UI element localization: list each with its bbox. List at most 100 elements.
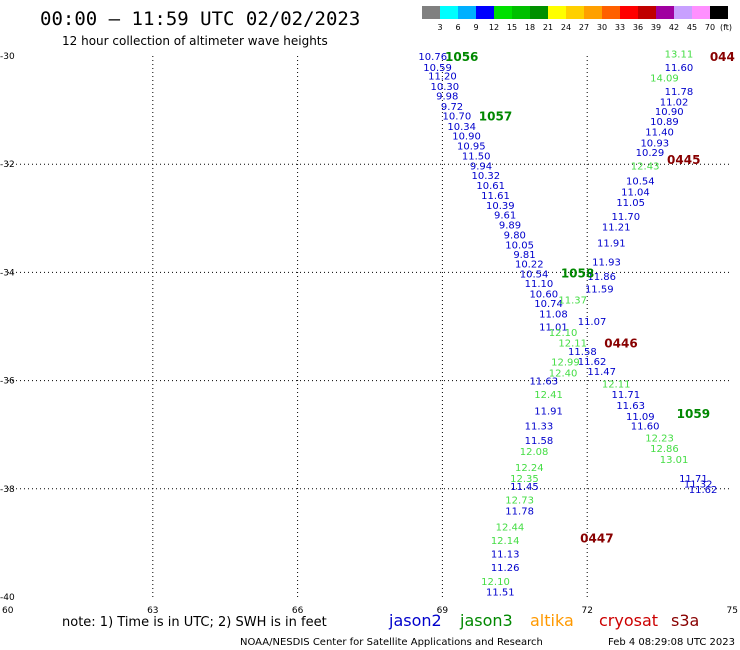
wave-height-label: 11.09 — [626, 412, 655, 423]
wave-height-label: 11.21 — [602, 222, 631, 233]
wave-height-label: 12.73 — [505, 496, 534, 507]
chart-subtitle: 12 hour collection of altimeter wave hei… — [62, 34, 328, 48]
wave-height-label: 11.50 — [462, 152, 491, 163]
wave-height-label: 11.08 — [539, 310, 568, 321]
pass-label: 0446 — [604, 337, 637, 351]
wave-height-label: 11.59 — [585, 285, 614, 296]
wave-height-label: 10.61 — [476, 181, 505, 192]
colorbar-swatch — [710, 6, 728, 19]
wave-height-label: 9.94 — [470, 161, 492, 172]
legend-altika: altika — [530, 611, 574, 630]
colorbar-label: 3 — [437, 23, 442, 32]
wave-height-label: 12.11 — [602, 379, 631, 390]
x-tick-label: 75 — [727, 606, 738, 616]
colorbar-swatch — [494, 6, 512, 19]
wave-height-label: 11.58 — [568, 347, 597, 358]
legend: jason2 jason3 altika cryosat s3a — [388, 611, 699, 630]
wave-height-label: 11.78 — [665, 87, 694, 98]
wave-height-label: 11.63 — [616, 401, 645, 412]
wave-height-label: 11.78 — [505, 506, 534, 517]
wave-height-label: 11.47 — [587, 367, 616, 378]
footer-timestamp: Feb 4 08:29:08 UTC 2023 — [608, 637, 735, 648]
colorbar-label: 18 — [525, 23, 535, 32]
wave-height-label: 11.70 — [611, 212, 640, 223]
colorbar-label: 42 — [669, 23, 679, 32]
wave-height-label: 10.60 — [529, 289, 558, 300]
legend-jason2: jason2 — [388, 611, 442, 630]
wave-height-label: 10.22 — [515, 260, 544, 271]
colorbar-label: 21 — [543, 23, 553, 32]
series-track-b: 11.60 11.7811.0210.9010.8911.4010.9310.29… — [568, 63, 717, 496]
legend-jason3: jason3 — [459, 611, 513, 630]
colorbar-label: 30 — [597, 23, 607, 32]
pass-label: 0447 — [580, 531, 613, 545]
wave-height-label: 11.07 — [578, 317, 607, 328]
wave-height-label: 11.02 — [660, 97, 689, 108]
wave-height-label: 10.70 — [443, 112, 472, 123]
colorbar-swatch — [530, 6, 548, 19]
wave-height-label: 9.72 — [441, 102, 463, 113]
colorbar-label: 9 — [473, 23, 478, 32]
colorbar-swatch — [674, 6, 692, 19]
colorbar-swatch — [440, 6, 458, 19]
legend-cryosat: cryosat — [599, 611, 658, 630]
colorbar-label: 12 — [489, 23, 499, 32]
wave-height-label: 12.11 — [558, 339, 587, 350]
wave-height-label: 11.20 — [428, 71, 457, 82]
colorbar-label: 27 — [579, 23, 589, 32]
x-tick-label: 60 — [2, 606, 14, 616]
pass-label: 1057 — [479, 110, 512, 124]
wave-height-label: 10.74 — [534, 299, 563, 310]
x-tick-label: 63 — [147, 606, 158, 616]
wave-height-label: 10.39 — [486, 201, 515, 212]
colorbar-label: 39 — [651, 23, 661, 32]
colorbar-swatch — [512, 6, 530, 19]
wave-height-label: 9.98 — [436, 91, 458, 102]
wave-height-label: 11.37 — [558, 295, 587, 306]
wave-height-label: 12.41 — [534, 390, 563, 401]
wave-height-label: 11.60 — [665, 63, 694, 74]
y-tick-label: -34 — [0, 268, 15, 278]
wave-height-label: 12.40 — [549, 368, 578, 379]
wave-height-label: 9.89 — [499, 220, 521, 231]
colorbar-label: 15 — [507, 23, 517, 32]
wave-height-label: 11.04 — [621, 187, 650, 198]
wave-height-label: 10.59 — [423, 63, 452, 74]
colorbar-label: 24 — [561, 23, 571, 32]
wave-height-label: 10.90 — [655, 107, 684, 118]
axes: -30 -32 -34 -36 -38 -40 60 63 66 69 72 75 — [0, 52, 738, 616]
wave-height-label: 11.51 — [486, 588, 515, 599]
colorbar: 3 6 9 12 15 18 21 24 27 30 33 36 39 42 45 70 (ft) — [422, 6, 732, 32]
colorbar-label: 36 — [633, 23, 643, 32]
colorbar-swatch — [566, 6, 584, 19]
series-track-a: 10.7610.5911.2010.309.989.7210.7010.3410… — [418, 52, 567, 321]
wave-height-label: 10.95 — [457, 141, 486, 152]
wave-height-label: 12.14 — [491, 536, 520, 547]
wave-height-label: 11.91 — [597, 239, 626, 250]
pass-label: 044 — [710, 50, 735, 64]
wave-height-label: 11.13 — [491, 550, 520, 561]
wave-height-label: 12.24 — [515, 463, 544, 474]
wave-height-label: 9.81 — [513, 250, 535, 261]
colorbar-swatch — [692, 6, 710, 19]
wave-height-label: 10.05 — [505, 240, 534, 251]
wave-height-label: 11.05 — [616, 198, 645, 209]
data-marks: 10.7610.5911.2010.309.989.7210.7010.3410… — [418, 49, 734, 598]
wave-height-label: 10.54 — [626, 176, 655, 187]
legend-s3a: s3a — [671, 611, 699, 630]
colorbar-label: 6 — [455, 23, 460, 32]
wave-height-label: 11.58 — [525, 436, 554, 447]
wave-height-label: 12.23 — [645, 433, 674, 444]
wave-height-label: 10.34 — [447, 122, 476, 133]
wave-height-label: 11.26 — [491, 563, 520, 574]
grid-lines — [8, 56, 732, 597]
colorbar-unit: (ft) — [720, 23, 732, 32]
wave-height-label: 11.62 — [578, 357, 607, 368]
colorbar-swatch — [422, 6, 440, 19]
wave-height-label: 12.10 — [481, 577, 510, 588]
wave-height-label: 13.01 — [660, 455, 689, 466]
colorbar-swatch — [476, 6, 494, 19]
wave-height-label: 10.29 — [636, 148, 665, 159]
wave-height-label: 9.61 — [494, 211, 516, 222]
